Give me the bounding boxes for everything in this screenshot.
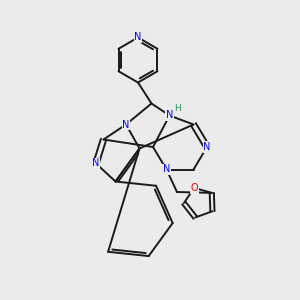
Text: N: N: [163, 164, 170, 175]
Text: N: N: [92, 158, 100, 169]
Text: O: O: [190, 183, 198, 193]
Text: H: H: [175, 104, 181, 113]
Text: N: N: [166, 110, 173, 121]
Text: N: N: [203, 142, 211, 152]
Text: N: N: [122, 119, 130, 130]
Text: N: N: [134, 32, 142, 43]
